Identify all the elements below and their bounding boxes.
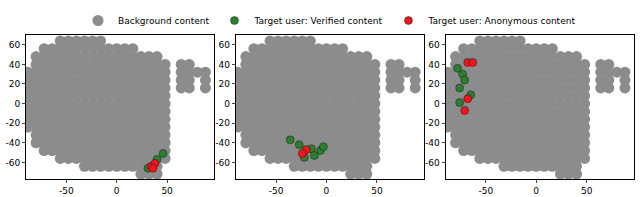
svg-text:0: 0: [434, 99, 440, 109]
svg-text:-20: -20: [215, 118, 230, 128]
svg-text:-50: -50: [478, 186, 493, 196]
svg-text:-40: -40: [425, 138, 440, 148]
svg-text:-40: -40: [5, 138, 20, 148]
svg-text:20: 20: [9, 79, 21, 89]
svg-text:60: 60: [428, 40, 440, 50]
svg-text:0: 0: [14, 99, 20, 109]
svg-text:-60: -60: [215, 158, 230, 168]
svg-text:-50: -50: [269, 186, 284, 196]
svg-text:40: 40: [9, 60, 21, 70]
svg-text:-50: -50: [59, 186, 74, 196]
svg-text:60: 60: [219, 40, 231, 50]
svg-text:-60: -60: [5, 158, 20, 168]
svg-text:50: 50: [161, 186, 173, 196]
svg-text:50: 50: [371, 186, 383, 196]
svg-text:0: 0: [114, 186, 120, 196]
svg-text:-20: -20: [5, 118, 20, 128]
svg-text:Background content: Background content: [118, 16, 209, 26]
svg-text:Target user: Verified content: Target user: Verified content: [253, 16, 382, 26]
svg-text:20: 20: [428, 79, 440, 89]
svg-text:0: 0: [324, 186, 330, 196]
svg-text:Target user: Anonymous content: Target user: Anonymous content: [427, 16, 575, 26]
svg-text:-40: -40: [215, 138, 230, 148]
svg-text:-20: -20: [425, 118, 440, 128]
svg-text:0: 0: [533, 186, 539, 196]
svg-text:-60: -60: [425, 158, 440, 168]
svg-text:60: 60: [9, 40, 21, 50]
svg-text:0: 0: [224, 99, 230, 109]
svg-text:50: 50: [581, 186, 593, 196]
svg-text:40: 40: [219, 60, 231, 70]
svg-text:40: 40: [428, 60, 440, 70]
svg-text:20: 20: [219, 79, 231, 89]
